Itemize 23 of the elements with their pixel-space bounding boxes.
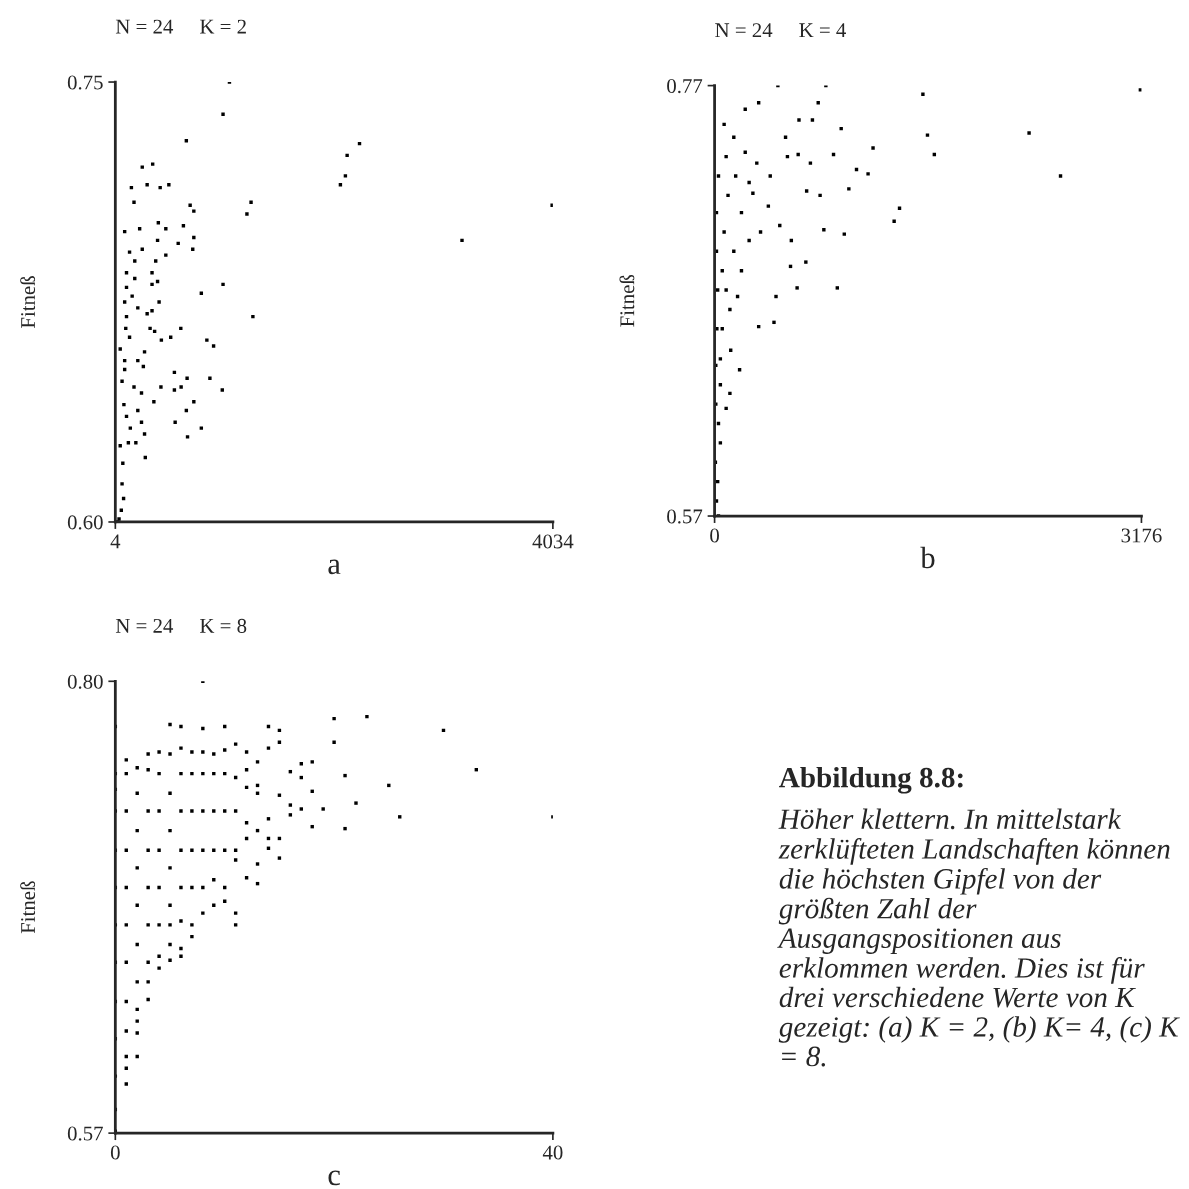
x-axis-title: b: [920, 546, 935, 569]
x-tick-label: 4034: [532, 534, 574, 549]
x-tick-label: 4: [110, 534, 121, 549]
chart-title: N = 24 K = 2: [115, 19, 246, 34]
y-tick-label: 0.60: [67, 515, 103, 530]
y-tick-label: 0.57: [67, 1126, 103, 1141]
y-tick-label: 0.77: [667, 78, 703, 94]
text: Abbildung 8.8:: [779, 766, 963, 794]
chart-title: N = 24 K = 8: [115, 618, 247, 633]
y-tick-label: 0.75: [67, 75, 103, 90]
x-tick-label: 0: [710, 528, 719, 543]
y-tick-label: 0.80: [67, 674, 103, 689]
x-tick-label: 0: [110, 1145, 120, 1160]
text: Höher klettern. In mittelstark zerklüfteten Landschaften können die höchsten Gipfel von der größten Zahl der Ausgangspositionen aus erklommen werden. Dies ist für drei verschiedene Werte von K gezeigt: (a) K = 2, (b) K= 4, (c) K = 8.: [777, 808, 1180, 1067]
x-axis-title: c: [328, 1170, 340, 1186]
y-axis-title: Fitneß: [20, 276, 36, 329]
y-axis-title: Fitneß: [619, 274, 635, 327]
y-axis-title: Fitneß: [20, 881, 36, 934]
y-tick-label: 0.57: [667, 509, 703, 524]
x-axis-title: a: [328, 559, 341, 575]
x-tick-label: 40: [542, 1145, 563, 1160]
chart-title: N = 24 K = 4: [715, 23, 846, 37]
x-tick-label: 3176: [1121, 528, 1162, 543]
